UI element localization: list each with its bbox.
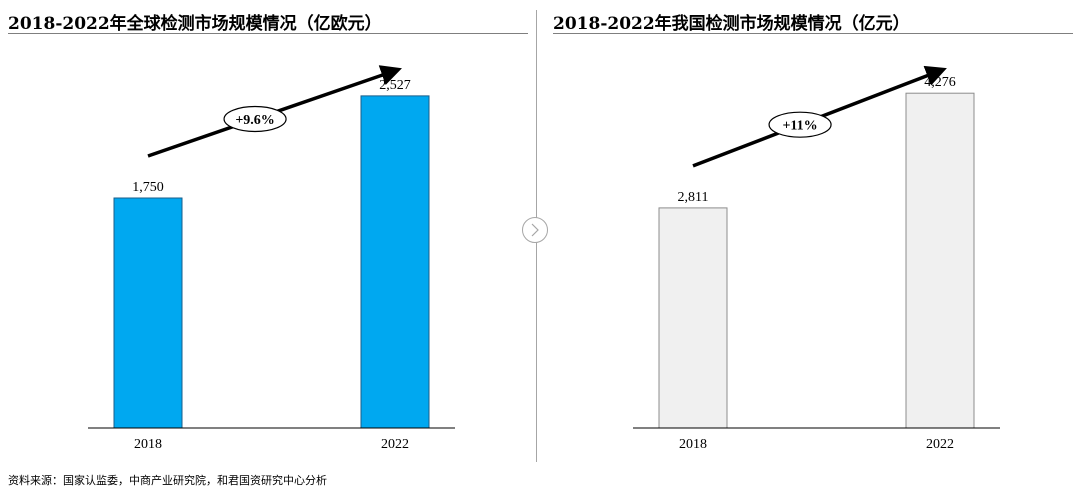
source-note: 资料来源：国家认监委，中商产业研究院，和君国资研究中心分析 xyxy=(8,474,327,487)
bar-2018 xyxy=(658,207,728,429)
data-label: 2,527 xyxy=(379,78,411,93)
bar-2022 xyxy=(360,95,430,429)
growth-label: +9.6% xyxy=(235,113,274,128)
growth-badge xyxy=(223,105,287,133)
title-rule xyxy=(553,33,1073,34)
chart-panel-global: 2018-2022年全球检测市场规模情况（亿欧元） 1,750 2018 2,527… xyxy=(0,0,535,465)
chart-svg: 2,811 2018 4,276 2022 +11% xyxy=(633,65,1000,452)
title-rule xyxy=(8,33,528,34)
chevron-right-icon xyxy=(522,217,548,243)
chart-svg: 1,750 2018 2,527 2022 +9.6% xyxy=(88,65,455,452)
growth-label: +11% xyxy=(782,119,817,134)
chart-panel-china: 2018-2022年我国检测市场规模情况（亿元） 2,811 2018 4,276 2… xyxy=(545,0,1080,465)
x-tick-label: 2018 xyxy=(134,437,162,452)
bar-2022 xyxy=(905,92,975,429)
data-label: 2,811 xyxy=(678,190,709,205)
data-label: 1,750 xyxy=(132,180,164,195)
growth-badge xyxy=(768,111,832,138)
x-tick-label: 2022 xyxy=(381,437,409,452)
data-label: 4,276 xyxy=(924,75,956,90)
x-tick-label: 2018 xyxy=(679,437,707,452)
x-tick-label: 2022 xyxy=(926,437,954,452)
chart-title: 2018-2022年全球检测市场规模情况（亿欧元） xyxy=(8,14,382,34)
chart-title: 2018-2022年我国检测市场规模情况（亿元） xyxy=(553,14,910,34)
bar-2018 xyxy=(113,197,183,429)
